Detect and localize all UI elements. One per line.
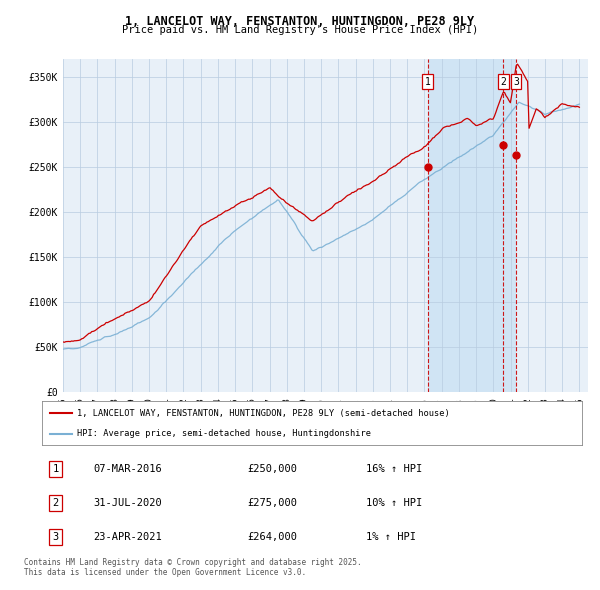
- Text: 1, LANCELOT WAY, FENSTANTON, HUNTINGDON, PE28 9LY: 1, LANCELOT WAY, FENSTANTON, HUNTINGDON,…: [125, 15, 475, 28]
- Text: 23-APR-2021: 23-APR-2021: [94, 532, 162, 542]
- Text: 07-MAR-2016: 07-MAR-2016: [94, 464, 162, 474]
- Text: £264,000: £264,000: [247, 532, 297, 542]
- Text: 31-JUL-2020: 31-JUL-2020: [94, 498, 162, 508]
- Text: 16% ↑ HPI: 16% ↑ HPI: [366, 464, 422, 474]
- Text: 3: 3: [513, 77, 519, 87]
- Text: 1: 1: [52, 464, 59, 474]
- Text: £250,000: £250,000: [247, 464, 297, 474]
- Text: Price paid vs. HM Land Registry's House Price Index (HPI): Price paid vs. HM Land Registry's House …: [122, 25, 478, 35]
- Text: 10% ↑ HPI: 10% ↑ HPI: [366, 498, 422, 508]
- Text: £275,000: £275,000: [247, 498, 297, 508]
- Text: HPI: Average price, semi-detached house, Huntingdonshire: HPI: Average price, semi-detached house,…: [77, 430, 371, 438]
- Text: Contains HM Land Registry data © Crown copyright and database right 2025.
This d: Contains HM Land Registry data © Crown c…: [24, 558, 362, 577]
- Text: 1, LANCELOT WAY, FENSTANTON, HUNTINGDON, PE28 9LY (semi-detached house): 1, LANCELOT WAY, FENSTANTON, HUNTINGDON,…: [77, 409, 450, 418]
- Text: 1: 1: [425, 77, 431, 87]
- Text: 3: 3: [52, 532, 59, 542]
- Bar: [428, 59, 516, 392]
- Text: 2: 2: [500, 77, 506, 87]
- Text: 2: 2: [52, 498, 59, 508]
- Text: 1% ↑ HPI: 1% ↑ HPI: [366, 532, 416, 542]
